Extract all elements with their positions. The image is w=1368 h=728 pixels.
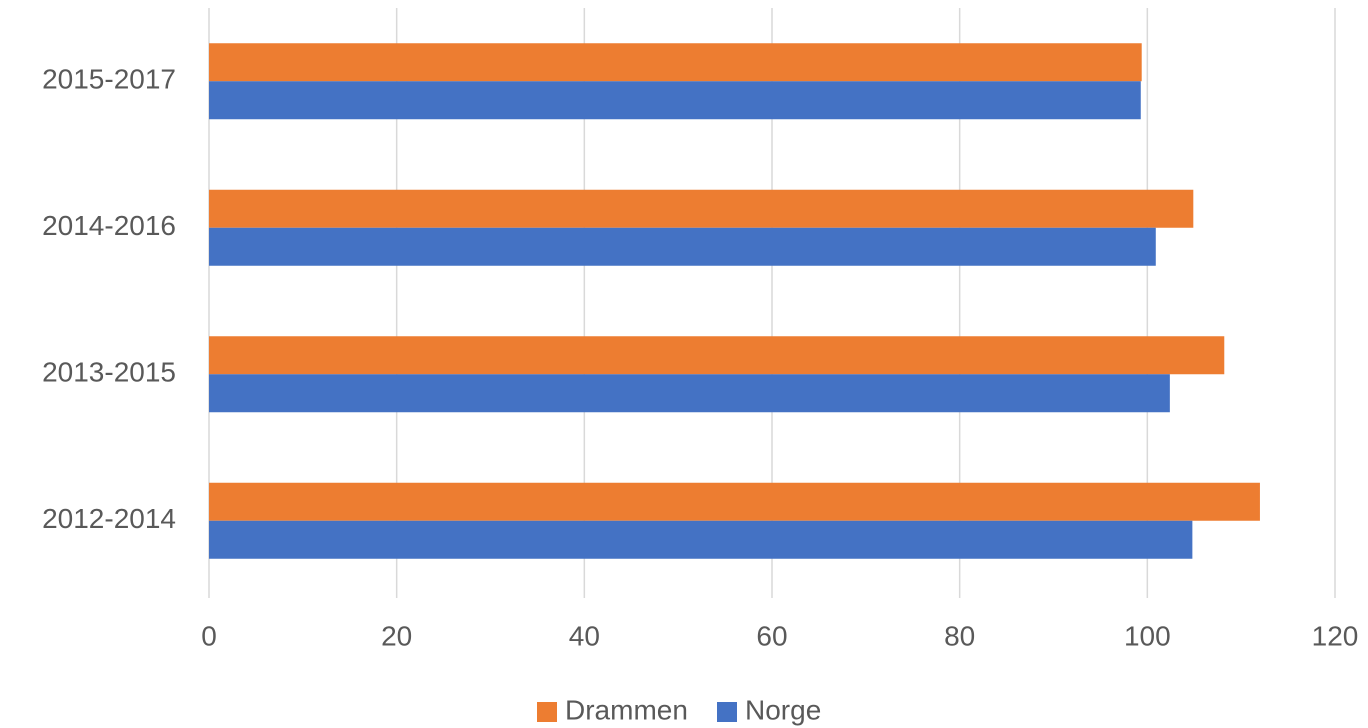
x-tick-label: 20 [381, 620, 412, 651]
x-tick-label: 120 [1312, 620, 1359, 651]
y-tick-label: 2014-2016 [42, 210, 176, 241]
x-tick-label: 40 [569, 620, 600, 651]
x-tick-label: 80 [944, 620, 975, 651]
y-tick-label: 2013-2015 [42, 357, 176, 388]
legend-swatch [717, 702, 737, 722]
x-tick-label: 100 [1124, 620, 1171, 651]
x-tick-label: 60 [756, 620, 787, 651]
legend-label: Norge [745, 694, 821, 725]
bar [209, 81, 1141, 120]
bar [209, 520, 1193, 559]
bar [209, 482, 1260, 521]
bar [209, 336, 1225, 375]
x-tick-label: 0 [201, 620, 217, 651]
bar [209, 374, 1170, 413]
y-tick-label: 2012-2014 [42, 503, 176, 534]
legend-label: Drammen [565, 694, 688, 725]
y-tick-label: 2015-2017 [42, 64, 176, 95]
bar [209, 43, 1142, 82]
legend-swatch [537, 702, 557, 722]
bar [209, 227, 1156, 266]
bar [209, 189, 1194, 228]
